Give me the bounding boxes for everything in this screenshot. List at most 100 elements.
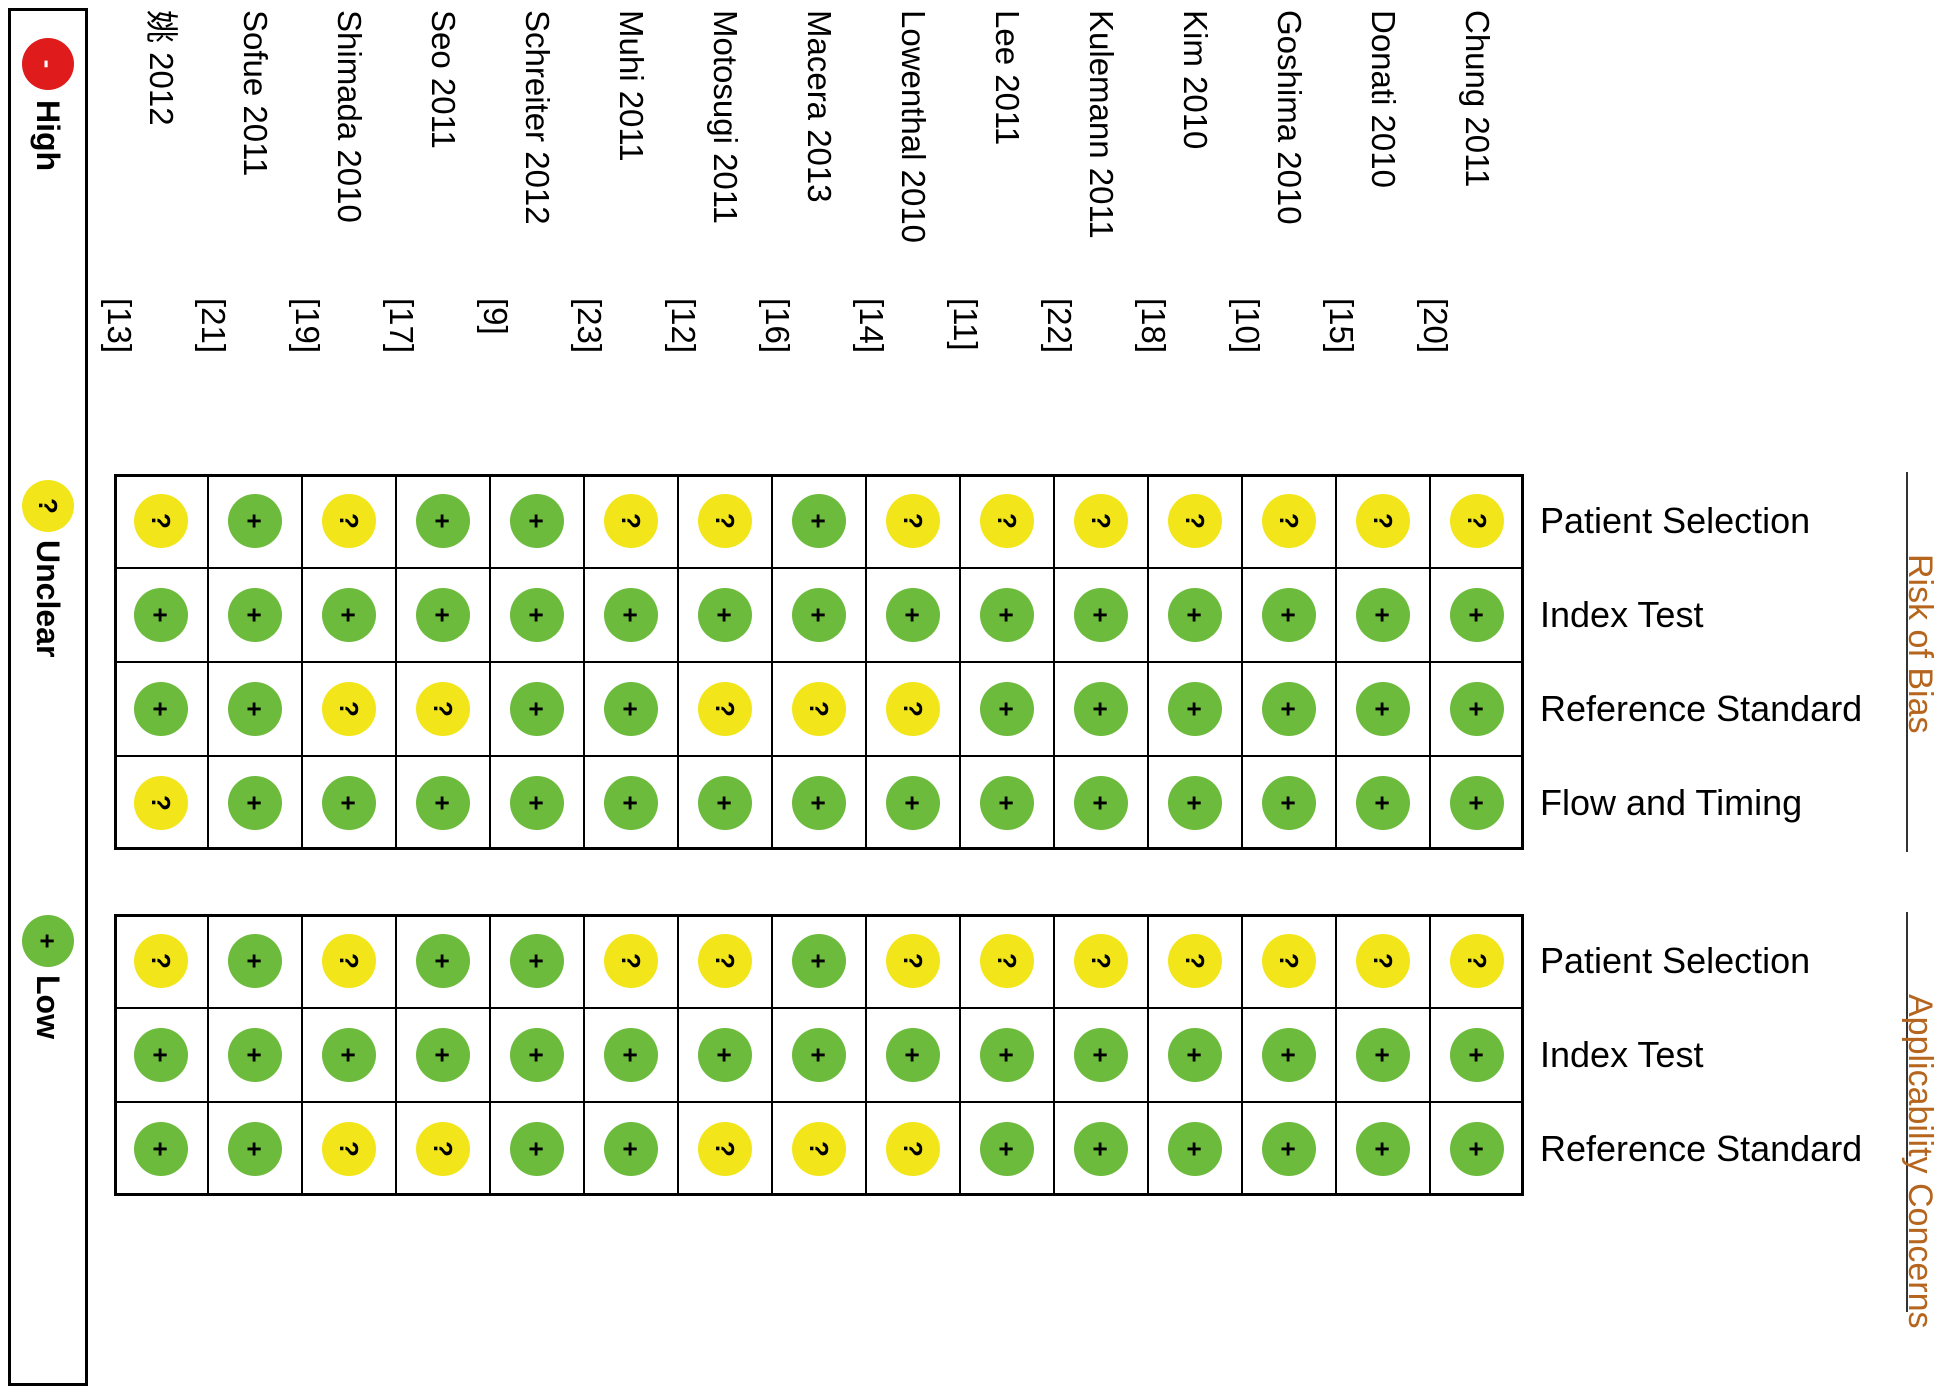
judgement-symbol: + (898, 795, 928, 811)
judgement-unclear-icon: ? (886, 494, 940, 548)
judgement-symbol: + (804, 513, 834, 529)
judgement-symbol: ? (709, 1141, 740, 1157)
judgement-low-icon: + (1074, 776, 1128, 830)
judgement-symbol: + (1462, 795, 1492, 811)
judgement-symbol: + (804, 795, 834, 811)
judgement-symbol: + (1368, 701, 1398, 717)
judgement-low-icon: + (1168, 1028, 1222, 1082)
judgement-symbol: + (1368, 1141, 1398, 1157)
judgement-symbol: ? (897, 513, 928, 529)
judgement-symbol: ? (1085, 513, 1116, 529)
grid-line (114, 1007, 1524, 1009)
study-ref: [13] (101, 298, 138, 354)
judgement-symbol: + (522, 795, 552, 811)
judgement-low-icon: + (792, 588, 846, 642)
judgement-unclear-icon: ? (792, 1122, 846, 1176)
legend-unclear-symbol: ? (32, 498, 63, 514)
grid-line (114, 755, 1524, 757)
judgement-symbol: + (616, 701, 646, 717)
judgement-low-icon: + (416, 494, 470, 548)
grid-line (771, 914, 773, 1196)
judgement-symbol: + (240, 1047, 270, 1063)
judgement-symbol: + (240, 953, 270, 969)
judgement-symbol: + (616, 1141, 646, 1157)
judgement-symbol: + (616, 607, 646, 623)
judgement-low-icon: + (980, 682, 1034, 736)
judgement-symbol: + (428, 607, 458, 623)
study-name: Shimada 2010 (331, 10, 368, 223)
judgement-unclear-icon: ? (698, 682, 752, 736)
study-ref: [17] (383, 298, 420, 354)
judgement-symbol: + (1274, 607, 1304, 623)
judgement-low-icon: + (1262, 1122, 1316, 1176)
study-name: Chung 2011 (1459, 10, 1496, 188)
judgement-low-icon: + (322, 588, 376, 642)
grid-line (1429, 914, 1431, 1196)
study-name: Kulemann 2011 (1083, 10, 1120, 239)
judgement-symbol: ? (1461, 953, 1492, 969)
judgement-low-icon: + (886, 776, 940, 830)
grid-line (489, 914, 491, 1196)
judgement-symbol: + (240, 795, 270, 811)
judgement-unclear-icon: ? (886, 1122, 940, 1176)
judgement-low-icon: + (228, 1028, 282, 1082)
study-ref: [11] (947, 298, 984, 351)
judgement-low-icon: + (980, 1028, 1034, 1082)
judgement-low-icon: + (1168, 682, 1222, 736)
judgement-symbol: + (428, 795, 458, 811)
judgement-unclear-icon: ? (1074, 494, 1128, 548)
row-label: Patient Selection (1540, 940, 1811, 981)
grid-line (114, 567, 1524, 569)
judgement-symbol: ? (615, 513, 646, 529)
judgement-unclear-icon: ? (698, 1122, 752, 1176)
judgement-symbol: + (898, 1047, 928, 1063)
judgement-low-icon: + (886, 1028, 940, 1082)
grid-line (959, 914, 961, 1196)
judgement-symbol: + (804, 953, 834, 969)
judgement-low-icon: + (1450, 588, 1504, 642)
group-label: Applicability Concerns (1901, 994, 1939, 1329)
judgement-symbol: ? (145, 513, 176, 529)
legend-low-label: Low (30, 975, 66, 1039)
grid-line (1147, 914, 1149, 1196)
judgement-symbol: + (1368, 607, 1398, 623)
study-name: 姚 2012 (143, 10, 180, 126)
grid-line (114, 661, 1524, 663)
judgement-low-icon: + (510, 1028, 564, 1082)
judgement-low-icon: + (228, 682, 282, 736)
judgement-unclear-icon: ? (1356, 934, 1410, 988)
row-label: Index Test (1540, 1034, 1704, 1075)
study-name: Donati 2010 (1365, 10, 1402, 188)
judgement-symbol: ? (897, 953, 928, 969)
study-ref: [10] (1229, 298, 1266, 354)
judgement-symbol: + (1368, 795, 1398, 811)
judgement-symbol: + (1180, 607, 1210, 623)
judgement-unclear-icon: ? (698, 494, 752, 548)
legend-low-icon: + (22, 915, 74, 967)
study-name: Seo 2011 (425, 10, 462, 149)
judgement-symbol: + (1274, 1141, 1304, 1157)
judgement-low-icon: + (1074, 588, 1128, 642)
judgement-unclear-icon: ? (322, 494, 376, 548)
judgement-unclear-icon: ? (980, 934, 1034, 988)
legend-box (8, 8, 88, 1386)
judgement-symbol: + (1180, 795, 1210, 811)
judgement-symbol: + (1180, 1141, 1210, 1157)
study-ref: [18] (1135, 298, 1172, 354)
judgement-unclear-icon: ? (416, 682, 470, 736)
judgement-symbol: + (522, 1047, 552, 1063)
judgement-low-icon: + (604, 1122, 658, 1176)
study-ref: [14] (853, 298, 890, 354)
judgement-symbol: + (992, 701, 1022, 717)
judgement-low-icon: + (980, 776, 1034, 830)
judgement-symbol: + (898, 607, 928, 623)
judgement-symbol: + (522, 953, 552, 969)
grid-line (677, 914, 679, 1196)
judgement-low-icon: + (1450, 682, 1504, 736)
judgement-low-icon: + (604, 682, 658, 736)
judgement-low-icon: + (604, 776, 658, 830)
judgement-unclear-icon: ? (134, 934, 188, 988)
judgement-symbol: + (1086, 1047, 1116, 1063)
judgement-symbol: + (522, 607, 552, 623)
judgement-low-icon: + (134, 588, 188, 642)
